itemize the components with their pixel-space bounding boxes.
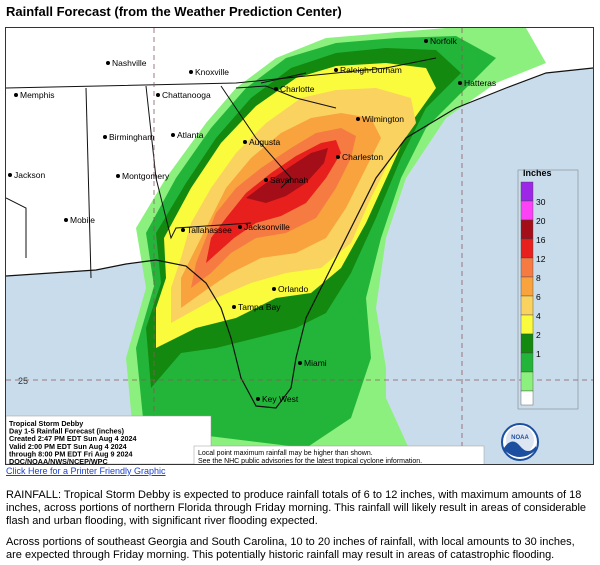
legend-value: 6 [536, 292, 541, 302]
city-jackson: Jackson [8, 170, 45, 180]
legend-value: 12 [536, 254, 546, 264]
city-label: Norfolk [430, 36, 458, 46]
city-label: Mobile [70, 215, 95, 225]
city-label: Chattanooga [162, 90, 211, 100]
disclaimer-line: Local point maximum rainfall may be high… [198, 450, 373, 457]
city-montgomery: Montgomery [116, 171, 170, 181]
info-line: DOC/NOAA/NWS/NCEP/WPC [9, 457, 108, 464]
city-label: Augusta [249, 137, 280, 147]
coastline [6, 67, 593, 409]
city-label: Jackson [14, 170, 45, 180]
city-knoxville: Knoxville [189, 67, 229, 77]
legend-swatch [520, 257, 534, 278]
state-borders [6, 57, 437, 279]
info-line: Day 1-5 Rainfall Forecast (inches) [9, 427, 125, 436]
legend-swatch [520, 181, 534, 202]
city-augusta: Augusta [243, 137, 280, 147]
summary-paragraph-2: Across portions of southeast Georgia and… [6, 536, 575, 561]
legend-title: Inches [523, 168, 552, 178]
city-nashville: Nashville [106, 58, 147, 68]
page-title: Rainfall Forecast (from the Weather Pred… [6, 4, 342, 19]
city-label: Atlanta [177, 130, 204, 140]
city-label: Nashville [112, 58, 147, 68]
city-memphis: Memphis [14, 90, 54, 100]
city-label: Tallahassee [187, 225, 232, 235]
disclaimer-box: Local point maximum rainfall may be high… [193, 445, 485, 464]
legend-swatch [520, 352, 534, 373]
legend-swatch [520, 200, 534, 221]
city-jacksonville: Jacksonville [238, 222, 290, 232]
city-tampa-bay: Tampa Bay [232, 302, 281, 312]
city-label: Miami [304, 358, 327, 368]
noaa-logo: NOAA [501, 423, 539, 461]
city-label: Charlotte [280, 84, 315, 94]
city-label: Hatteras [464, 78, 496, 88]
city-label: Savannah [270, 175, 309, 185]
city-atlanta: Atlanta [171, 130, 204, 140]
city-orlando: Orlando [272, 284, 309, 294]
city-miami: Miami [298, 358, 327, 368]
city-charleston: Charleston [336, 152, 383, 162]
city-label: Raleigh-Durham [340, 65, 402, 75]
legend-value: 20 [536, 216, 546, 226]
legend-value: 30 [536, 197, 546, 207]
latitude-label: 25 [18, 376, 28, 386]
legend-swatch [520, 390, 534, 406]
city-label: Knoxville [195, 67, 229, 77]
city-label: Key West [262, 394, 299, 404]
city-birmingham: Birmingham [103, 132, 154, 142]
legend-swatch [520, 276, 534, 297]
city-wilmington: Wilmington [356, 114, 404, 124]
city-label: Birmingham [109, 132, 154, 142]
city-charlotte: Charlotte [274, 84, 315, 94]
summary-paragraph-1: RAINFALL: Tropical Storm Debby is expect… [6, 489, 587, 527]
info-line: Tropical Storm Debby [9, 419, 83, 428]
city-raleigh-durham: Raleigh-Durham [334, 65, 402, 75]
legend-swatch [520, 371, 534, 392]
rain-band-9 [246, 148, 328, 203]
city-savannah: Savannah [264, 175, 309, 185]
legend-swatch [520, 314, 534, 335]
legend-swatch [520, 295, 534, 316]
city-label: Montgomery [122, 171, 170, 181]
legend-value: 1 [536, 349, 541, 359]
city-norfolk: Norfolk [424, 36, 458, 46]
legend-value: 2 [536, 330, 541, 340]
city-label: Wilmington [362, 114, 404, 124]
city-label: Jacksonville [244, 222, 290, 232]
city-hatteras: Hatteras [458, 78, 496, 88]
city-chattanooga: Chattanooga [156, 90, 211, 100]
rainfall-map: 25 Norfolk Nashville Knoxville Raleigh-Durh… [5, 27, 594, 465]
legend-value: 8 [536, 273, 541, 283]
info-line: through 8:00 PM EDT Fri Aug 9 2024 [9, 449, 133, 458]
legend: Inches 30 20 16 12 8 6 4 2 1 [517, 168, 579, 410]
city-label: Tampa Bay [238, 302, 281, 312]
city-label: Charleston [342, 152, 383, 162]
legend-swatch [520, 219, 534, 240]
legend-swatch [520, 333, 534, 354]
legend-value: 16 [536, 235, 546, 245]
city-label: Orlando [278, 284, 309, 294]
info-line: Created 2:47 PM EDT Sun Aug 4 2024 [9, 434, 137, 443]
legend-value: 4 [536, 311, 541, 321]
noaa-logo-text: NOAA [511, 435, 529, 441]
map-canvas: 25 Norfolk Nashville Knoxville Raleigh-Durh… [6, 28, 593, 464]
city-tallahassee: Tallahassee [181, 225, 232, 235]
disclaimer-line: See the NHC public advisories for the la… [198, 458, 422, 464]
city-label: Memphis [20, 90, 54, 100]
printer-friendly-link[interactable]: Click Here for a Printer Friendly Graphi… [6, 466, 166, 476]
city-labels: Norfolk Nashville Knoxville Raleigh-Durham H… [8, 36, 496, 404]
info-line: Valid 2:00 PM EDT Sun Aug 4 2024 [9, 442, 127, 451]
legend-swatch [520, 238, 534, 259]
city-key-west: Key West [256, 394, 299, 404]
city-mobile: Mobile [64, 215, 95, 225]
